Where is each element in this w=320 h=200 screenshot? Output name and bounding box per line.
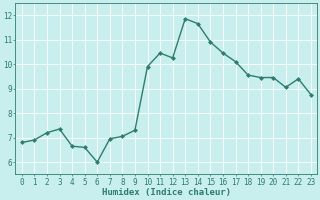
X-axis label: Humidex (Indice chaleur): Humidex (Indice chaleur) — [102, 188, 231, 197]
